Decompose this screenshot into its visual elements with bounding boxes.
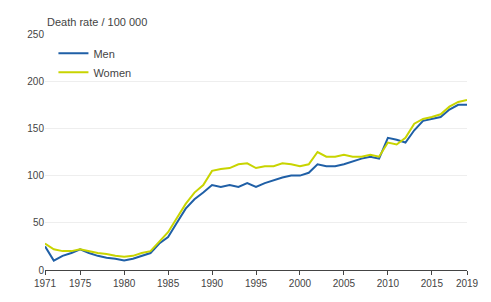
svg-text:100: 100 [27, 170, 44, 181]
svg-text:0: 0 [38, 265, 44, 276]
svg-text:Death rate / 100 000: Death rate / 100 000 [47, 16, 147, 28]
svg-text:1990: 1990 [201, 278, 224, 289]
svg-text:2015: 2015 [421, 278, 444, 289]
svg-text:1975: 1975 [69, 278, 92, 289]
svg-text:1980: 1980 [113, 278, 136, 289]
svg-text:1985: 1985 [157, 278, 180, 289]
svg-text:2019: 2019 [456, 278, 479, 289]
svg-text:1995: 1995 [245, 278, 268, 289]
svg-text:200: 200 [27, 76, 44, 87]
svg-text:250: 250 [27, 29, 44, 40]
svg-text:2000: 2000 [289, 278, 312, 289]
svg-text:2010: 2010 [377, 278, 400, 289]
svg-text:Men: Men [93, 48, 114, 60]
svg-text:2005: 2005 [333, 278, 356, 289]
svg-text:Women: Women [93, 67, 131, 79]
svg-text:1971: 1971 [34, 278, 57, 289]
svg-text:150: 150 [27, 123, 44, 134]
svg-text:50: 50 [33, 217, 45, 228]
